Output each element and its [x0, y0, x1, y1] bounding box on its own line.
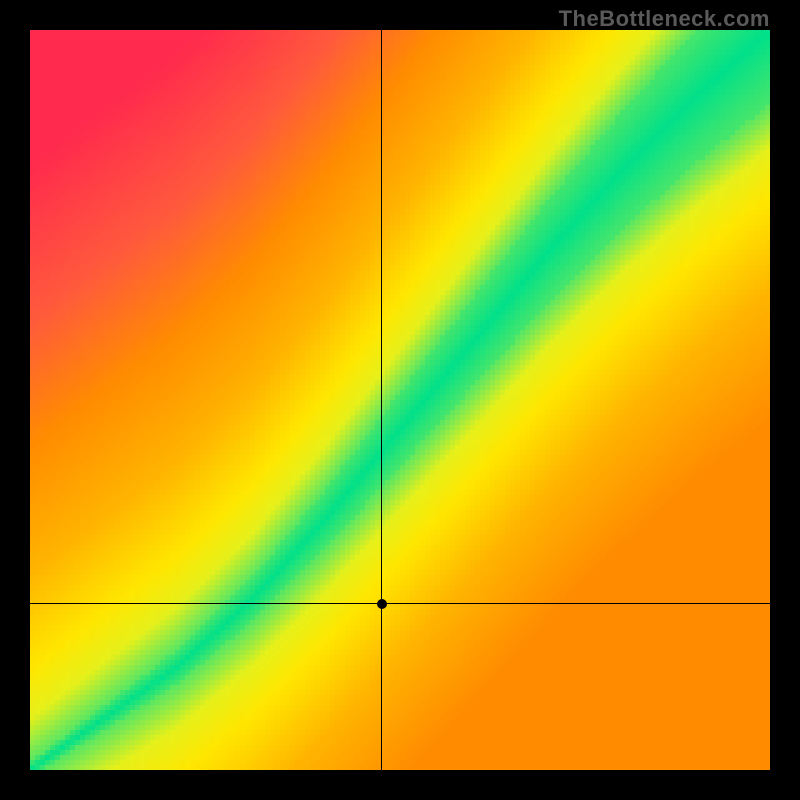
- crosshair-vertical: [381, 30, 382, 770]
- crosshair-horizontal: [30, 603, 770, 604]
- crosshair-marker: [377, 599, 387, 609]
- attribution-text: TheBottleneck.com: [559, 6, 770, 32]
- heatmap-canvas: [30, 30, 770, 770]
- chart-container: TheBottleneck.com: [0, 0, 800, 800]
- plot-area: [30, 30, 770, 770]
